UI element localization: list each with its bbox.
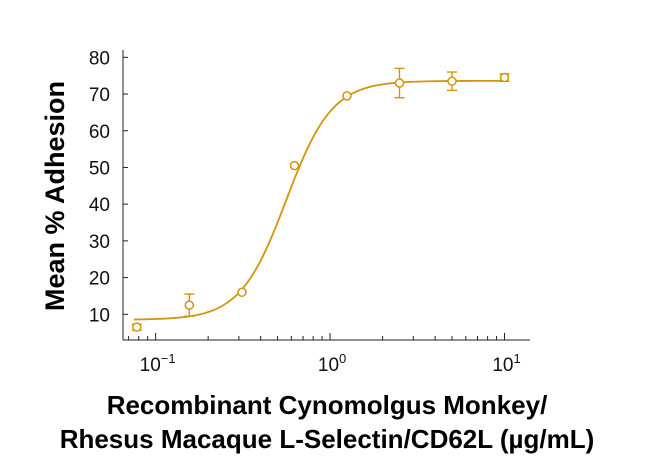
x-axis-title-line-2: Rhesus Macaque L-Selectin/CD62L (µg/mL) (60, 424, 595, 454)
data-points (131, 67, 510, 332)
data-point (499, 72, 510, 83)
data-point (342, 91, 352, 101)
y-tick-label: 10 (89, 305, 110, 326)
y-tick-label: 60 (89, 122, 110, 143)
y-tick-label: 70 (89, 85, 110, 106)
y-tick-label: 30 (89, 232, 110, 253)
fit-curve (133, 79, 509, 321)
x-axis-ticks: 10−1 100 101 (128, 333, 521, 376)
x-tick-label: 10−1 (140, 351, 176, 376)
y-tick-label: 40 (89, 195, 110, 216)
data-point (394, 78, 405, 88)
y-tick-label: 50 (89, 158, 110, 179)
data-point (237, 287, 247, 298)
y-tick-label: 80 (89, 48, 110, 69)
data-point (289, 160, 300, 171)
x-tick-label: 101 (492, 351, 520, 376)
x-axis-title-line-1: Recombinant Cynomolgus Monkey/ (107, 390, 548, 420)
data-point (132, 322, 142, 332)
x-tick-label: 100 (318, 351, 346, 376)
y-axis-ticks: 10 20 30 40 50 60 70 80 (89, 48, 128, 326)
data-point (184, 300, 195, 310)
data-point (447, 76, 457, 86)
y-axis-title: Mean % Adhesion (40, 81, 70, 311)
y-tick-label: 20 (89, 269, 110, 290)
axes (122, 50, 530, 341)
